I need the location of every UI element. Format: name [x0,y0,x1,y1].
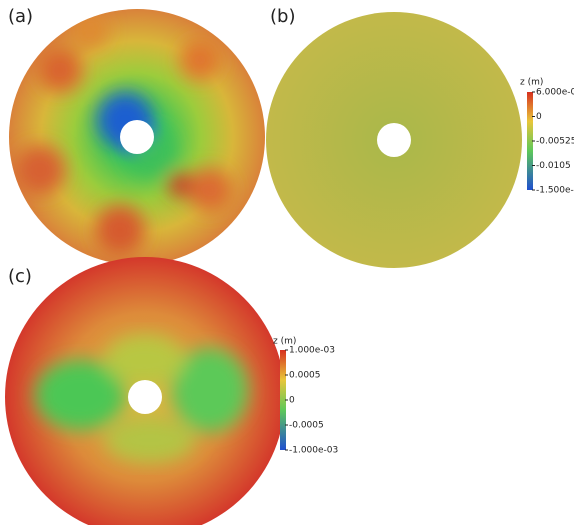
panel-a: (a) [8,6,265,265]
tick-label: -1.500e-0 [536,186,574,196]
colorbar [280,350,286,450]
tick-label: 1.000e-03 [289,346,335,356]
tick-label: -0.00525 [536,137,574,147]
panel-c: (c) z (m) 1.000e-03 0.0005 0 -0.0005 -1.000e… [5,257,338,525]
tick-label: -0.0005 [289,421,324,431]
panel-label: (a) [8,6,33,27]
tick-label: -0.0105 [536,161,571,171]
panel-label: (b) [270,6,295,27]
hole [128,380,162,414]
colorbar-title: z (m) [520,78,543,88]
hole [120,120,154,154]
colorbar [527,92,533,190]
hole [377,123,411,157]
colorbar-title: z (m) [273,337,296,347]
panel-b: (b) z (m) 6.000e-03 0 -0.00525 -0.0105 -1.50… [266,6,574,268]
tick-label: -1.000e-03 [289,446,338,456]
tick-label: 0 [289,396,295,406]
colorbar-ticks: 1.000e-03 0.0005 0 -0.0005 -1.000e-03 [285,346,338,456]
tick-label: 0.0005 [289,371,321,381]
texture [35,335,248,462]
tick-label: 6.000e-03 [536,88,574,98]
colorbar-ticks: 6.000e-03 0 -0.00525 -0.0105 -1.500e-0 [532,88,574,196]
tick-label: 0 [536,112,542,122]
panel-label: (c) [8,266,32,287]
